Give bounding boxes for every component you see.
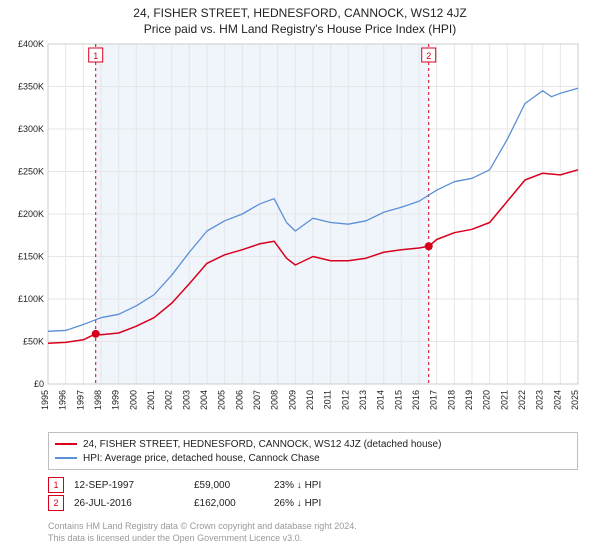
svg-text:2019: 2019	[464, 390, 474, 410]
svg-text:£150K: £150K	[18, 252, 44, 262]
svg-text:2020: 2020	[482, 390, 492, 410]
dp-date: 12-SEP-1997	[74, 480, 194, 491]
svg-text:£300K: £300K	[18, 124, 44, 134]
svg-text:1999: 1999	[111, 390, 121, 410]
svg-text:2024: 2024	[552, 390, 562, 410]
svg-text:2021: 2021	[499, 390, 509, 410]
svg-text:2010: 2010	[305, 390, 315, 410]
footer-line-2: This data is licensed under the Open Gov…	[48, 532, 357, 544]
svg-text:2: 2	[426, 51, 431, 61]
svg-text:2000: 2000	[128, 390, 138, 410]
sale-data-points: 1 12-SEP-1997£59,00023% ↓ HPI 2 26-JUL-2016…	[48, 476, 364, 512]
svg-text:2011: 2011	[323, 390, 333, 409]
svg-text:£350K: £350K	[18, 82, 44, 92]
svg-text:£50K: £50K	[23, 337, 44, 347]
dp-price: £59,000	[194, 480, 274, 491]
svg-text:2004: 2004	[199, 390, 209, 410]
marker-square: 2	[48, 495, 64, 511]
marker-square: 1	[48, 477, 64, 493]
data-point-row: 1 12-SEP-1997£59,00023% ↓ HPI	[48, 476, 364, 494]
svg-text:2025: 2025	[570, 390, 580, 410]
svg-text:1998: 1998	[93, 390, 103, 410]
svg-text:2015: 2015	[393, 390, 403, 410]
legend-swatch	[55, 443, 77, 445]
svg-text:2005: 2005	[217, 390, 227, 410]
svg-text:1995: 1995	[40, 390, 50, 410]
dp-diff: 23% ↓ HPI	[274, 480, 364, 491]
footer-license-note: Contains HM Land Registry data © Crown c…	[48, 520, 357, 544]
svg-text:1996: 1996	[58, 390, 68, 410]
footer-line-1: Contains HM Land Registry data © Crown c…	[48, 520, 357, 532]
dp-date: 26-JUL-2016	[74, 498, 194, 509]
data-point-row: 2 26-JUL-2016£162,00026% ↓ HPI	[48, 494, 364, 512]
price-chart: £0 £50K £100K £150K £200K £250K £300K £350K £400…	[0, 0, 600, 432]
legend-row: 24, FISHER STREET, HEDNESFORD, CANNOCK, …	[55, 437, 571, 451]
svg-text:2002: 2002	[164, 390, 174, 410]
svg-text:2012: 2012	[340, 390, 350, 410]
svg-text:2009: 2009	[287, 390, 297, 410]
legend-label: HPI: Average price, detached house, Cann…	[83, 453, 320, 464]
svg-text:2006: 2006	[234, 390, 244, 410]
svg-text:2022: 2022	[517, 390, 527, 410]
svg-text:2008: 2008	[270, 390, 280, 410]
svg-text:2013: 2013	[358, 390, 368, 410]
legend-row: HPI: Average price, detached house, Cann…	[55, 451, 571, 465]
svg-text:£0: £0	[34, 379, 44, 389]
svg-text:2007: 2007	[252, 390, 262, 410]
svg-text:£200K: £200K	[18, 209, 44, 219]
svg-text:£100K: £100K	[18, 294, 44, 304]
chart-legend: 24, FISHER STREET, HEDNESFORD, CANNOCK, …	[48, 432, 578, 470]
svg-text:£250K: £250K	[18, 167, 44, 177]
svg-text:2017: 2017	[429, 390, 439, 410]
svg-text:1997: 1997	[75, 390, 85, 410]
svg-text:2014: 2014	[376, 390, 386, 410]
legend-swatch	[55, 457, 77, 459]
svg-text:2018: 2018	[446, 390, 456, 410]
svg-text:£400K: £400K	[18, 39, 44, 49]
dp-diff: 26% ↓ HPI	[274, 498, 364, 509]
legend-label: 24, FISHER STREET, HEDNESFORD, CANNOCK, …	[83, 439, 441, 450]
svg-text:2023: 2023	[535, 390, 545, 410]
svg-text:2003: 2003	[181, 390, 191, 410]
svg-text:2016: 2016	[411, 390, 421, 410]
dp-price: £162,000	[194, 498, 274, 509]
svg-text:2001: 2001	[146, 390, 156, 410]
svg-text:1: 1	[93, 51, 98, 61]
